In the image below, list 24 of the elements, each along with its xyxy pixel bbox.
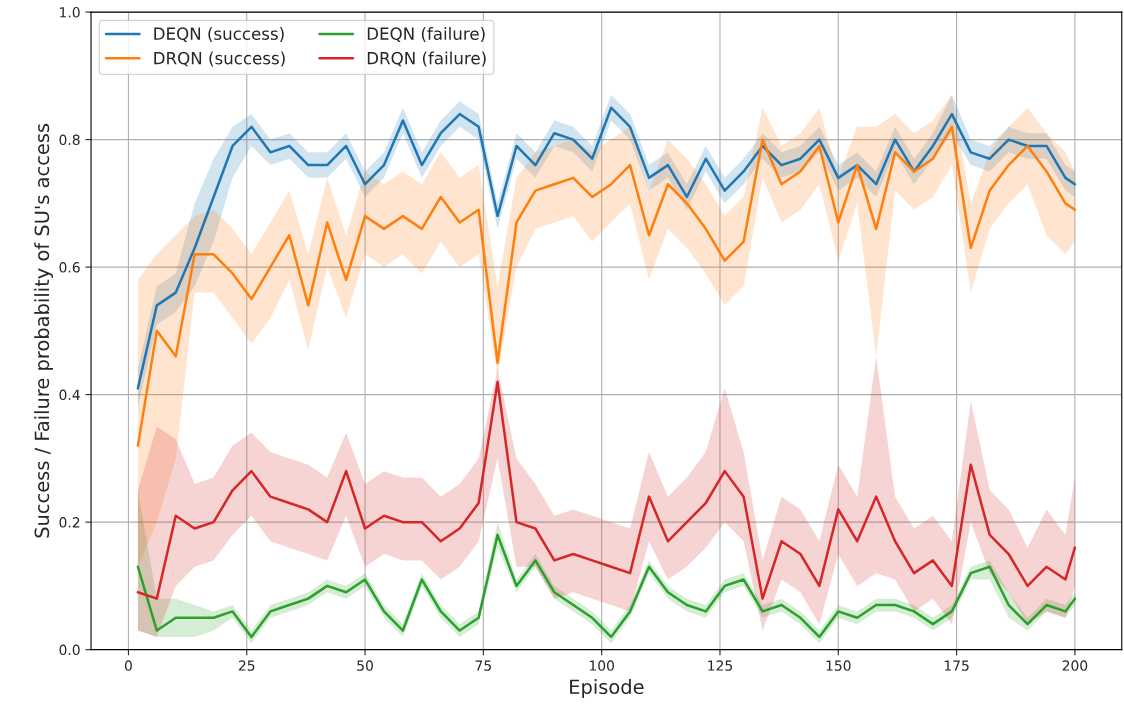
line-series — [136, 380, 1077, 600]
x-tick-label: 200 — [1062, 660, 1088, 671]
y-tick-label: 0.0 — [59, 644, 80, 656]
line-series — [136, 533, 1077, 639]
legend-label: DEQN (success) — [154, 27, 284, 42]
y-tick-label: 0.6 — [59, 262, 80, 273]
x-tick-label: 100 — [589, 660, 614, 671]
y-tick-label: 1.0 — [60, 7, 80, 18]
x-tick-label: 50 — [357, 660, 373, 671]
legend-label: DRQN (failure) — [367, 51, 486, 67]
line-series — [136, 125, 1077, 447]
x-tick-label: 25 — [238, 660, 255, 671]
legend-label: DEQN (failure) — [367, 27, 485, 42]
x-tick-label: 75 — [475, 660, 491, 671]
y-tick-label: 0.2 — [59, 517, 80, 528]
legend-label: DRQN (success) — [154, 51, 285, 67]
y-axis-title: Success / Failure probability of SU's access — [34, 123, 53, 538]
y-tick-label: 0.4 — [59, 389, 80, 401]
x-tick-label: 175 — [944, 660, 969, 671]
x-tick-label: 0 — [124, 660, 132, 671]
y-tick-label: 0.8 — [59, 134, 80, 146]
x-tick-label: 125 — [708, 660, 733, 671]
x-axis-title: Episode — [570, 679, 644, 698]
x-tick-label: 150 — [826, 660, 851, 671]
